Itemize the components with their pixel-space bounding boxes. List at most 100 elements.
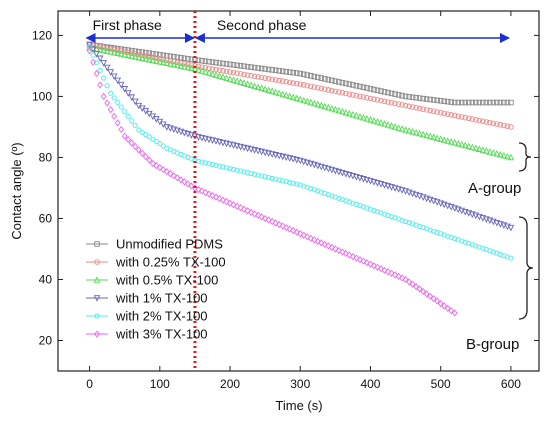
data-point	[241, 169, 247, 175]
data-point	[103, 64, 111, 72]
series-1	[86, 41, 514, 130]
data-point	[153, 51, 160, 57]
data-point	[353, 254, 360, 262]
data-point	[258, 84, 265, 92]
y-tick-label: 20	[39, 333, 53, 347]
data-point	[293, 70, 300, 76]
legend-label: with 2% TX-100	[115, 309, 208, 324]
data-point	[255, 172, 261, 178]
data-point	[430, 295, 437, 303]
data-point	[399, 102, 405, 108]
data-point	[262, 66, 268, 72]
data-point	[441, 98, 447, 104]
data-point	[473, 99, 479, 106]
data-point	[381, 89, 388, 95]
data-point	[251, 171, 258, 177]
data-point	[293, 228, 300, 236]
data-point	[325, 242, 332, 250]
data-point	[265, 86, 272, 94]
data-point	[114, 49, 122, 57]
data-point	[444, 98, 451, 105]
data-point	[367, 86, 374, 92]
data-point	[100, 75, 107, 81]
data-point	[353, 92, 360, 99]
data-point	[234, 62, 240, 69]
data-point	[409, 128, 416, 135]
data-point	[325, 76, 332, 83]
series-3	[86, 41, 515, 232]
y-axis-ticks: 20 40 60 80 100 120	[32, 28, 539, 347]
data-point	[483, 119, 490, 125]
legend-label: with 0.25% TX-100	[115, 255, 226, 270]
data-point	[339, 248, 346, 256]
data-point	[286, 69, 293, 75]
data-point	[163, 59, 171, 67]
data-point	[311, 236, 318, 244]
data-point	[261, 85, 269, 93]
data-point	[269, 217, 276, 226]
data-point	[353, 111, 360, 119]
data-point	[321, 240, 328, 249]
data-point	[276, 177, 283, 183]
data-point	[131, 98, 139, 106]
data-point	[149, 56, 157, 64]
data-point	[476, 99, 483, 106]
data-point	[212, 71, 220, 78]
data-point	[100, 92, 107, 101]
data-point	[258, 213, 265, 221]
data-point	[451, 139, 459, 146]
data-point	[178, 55, 184, 61]
data-point	[381, 120, 388, 127]
data-point	[430, 97, 437, 103]
data-point	[223, 68, 230, 75]
data-point	[283, 68, 289, 75]
data-point	[357, 83, 363, 90]
data-point	[117, 81, 125, 89]
data-point	[286, 225, 293, 233]
data-point	[202, 160, 209, 166]
data-point	[107, 48, 114, 55]
data-point	[262, 214, 269, 223]
data-point	[508, 99, 514, 106]
data-point	[216, 195, 223, 203]
first-phase-label: First phase	[93, 17, 162, 33]
data-series	[86, 41, 515, 317]
data-point	[188, 182, 195, 190]
data-point	[276, 68, 282, 74]
data-point	[195, 185, 202, 194]
data-point	[346, 91, 353, 97]
data-point	[433, 134, 441, 141]
data-point	[258, 65, 265, 72]
data-point	[402, 126, 409, 133]
data-point	[121, 50, 129, 58]
data-point	[311, 73, 318, 80]
data-point	[490, 120, 497, 127]
data-point	[209, 162, 216, 167]
data-point	[153, 55, 160, 61]
data-point	[322, 86, 328, 92]
data-point	[440, 136, 448, 143]
data-point	[209, 191, 216, 200]
data-point	[227, 166, 233, 172]
data-point	[378, 88, 384, 94]
data-point	[199, 57, 205, 64]
data-point	[420, 287, 427, 296]
data-point	[466, 99, 472, 106]
legend-entry: with 0.5% TX-100	[86, 273, 218, 288]
data-point	[121, 109, 128, 115]
data-point	[181, 55, 188, 62]
data-point	[202, 68, 209, 75]
y-tick-label: 80	[39, 150, 53, 164]
data-point	[275, 89, 283, 97]
data-point	[117, 50, 125, 57]
y-axis-label: Contact angle (º)	[9, 142, 24, 239]
data-point	[395, 101, 402, 107]
data-point	[279, 68, 286, 75]
data-point	[469, 116, 476, 122]
data-point	[174, 174, 181, 182]
data-point	[336, 89, 342, 95]
data-point	[240, 79, 248, 86]
data-point	[251, 210, 258, 218]
data-point	[262, 174, 268, 180]
data-point	[128, 52, 136, 59]
